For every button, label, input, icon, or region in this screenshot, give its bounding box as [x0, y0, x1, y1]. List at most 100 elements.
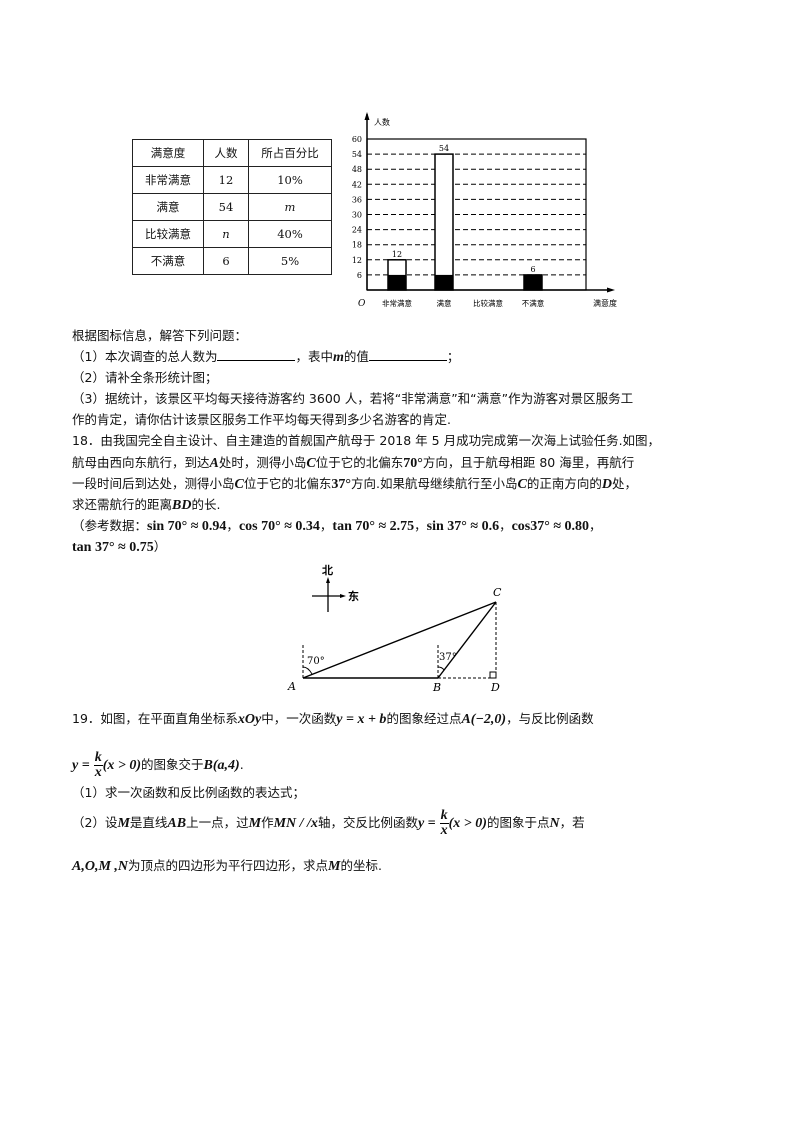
q18-line3: 一段时间后到达处，测得小岛C位于它的北偏东37°方向.如果航母继续航行至小岛C的… — [72, 475, 637, 494]
angle-arc-A — [302, 666, 313, 675]
x-tick-label: 满意 — [437, 298, 452, 308]
math: M — [117, 816, 130, 831]
math: y = x + b — [336, 712, 387, 727]
ref-value: tan 37° ≈ 0.75 — [72, 540, 154, 555]
table-header-row: 满意度 人数 所占百分比 — [132, 139, 332, 167]
table-row: 比较满意 n 40% — [132, 220, 332, 248]
text: ） — [153, 539, 167, 554]
text: 位于它的北偏东 — [315, 455, 404, 470]
math: A(−2,0) — [461, 712, 507, 727]
y-tick-label: 42 — [352, 180, 362, 189]
y-tick-label: 18 — [352, 241, 362, 250]
origin-label: O — [358, 299, 366, 309]
y-tick-label: 6 — [357, 271, 362, 280]
math-var: BD — [172, 498, 192, 513]
q19-line2: y = k x (x > 0)的图象交于B(a,4). — [72, 750, 244, 781]
text: ， — [319, 518, 333, 533]
math: y = — [72, 758, 90, 773]
table-cell: 6 — [203, 247, 249, 275]
y-tick-label: 30 — [352, 211, 362, 220]
q17-part1: （1）本次调查的总人数为 ，表中m的值 ； — [72, 348, 459, 367]
bar-fill — [524, 274, 542, 290]
text: 的值 — [343, 349, 369, 364]
segment-BC — [437, 601, 497, 679]
point-B-label: B — [432, 681, 441, 694]
ref-value: cos37° ≈ 0.80 — [511, 519, 590, 534]
east-label: 东 — [348, 589, 359, 603]
text: ， — [499, 518, 512, 533]
math: B(a,4) — [203, 758, 240, 773]
y-tick-label: 24 — [352, 226, 362, 235]
data-label: 12 — [392, 250, 402, 259]
angle-B-label: 37° — [439, 652, 457, 663]
text: 航母由西向东航行，到达 — [72, 455, 210, 470]
text: 处， — [611, 476, 637, 491]
text: ，若 — [559, 815, 585, 830]
point-C-label: C — [493, 586, 502, 599]
table-cell: m — [248, 193, 332, 221]
answer-blank[interactable] — [217, 348, 296, 361]
angle-A-label: 70° — [307, 656, 325, 667]
answer-blank[interactable] — [368, 348, 447, 361]
math-var: A — [209, 456, 219, 471]
text: 求还需航行的距离 — [72, 497, 173, 512]
y-axis-arrow — [364, 112, 370, 120]
table-row: 不满意 6 5% — [132, 247, 332, 275]
q19-part2: （2）设M是直线AB上一点，过M作MN / /x轴，交反比例函数y = k x (x… — [72, 808, 585, 839]
text: 为顶点的四边形为平行四边形，求点 — [128, 858, 329, 873]
ref-value: sin 37° ≈ 0.6 — [426, 519, 500, 534]
text: 处时，测得小岛 — [218, 455, 307, 470]
text: ； — [446, 349, 460, 364]
text: 的图象经过点 — [386, 711, 462, 726]
point-D-label: D — [490, 681, 500, 694]
angle-arc-B — [437, 666, 445, 671]
numerator: k — [93, 750, 103, 766]
segment-AC — [302, 601, 497, 679]
q17-part3-line1: （3）据统计，该景区平均每天接待游客约 3600 人，若将“非常满意”和“满意”… — [72, 391, 634, 406]
math: xOy — [237, 712, 262, 727]
north-arrow-icon — [326, 577, 330, 583]
text: . — [239, 757, 244, 772]
math-var: m — [332, 350, 344, 365]
table-row: 满意 54 m — [132, 193, 332, 221]
table-cell: 5% — [248, 247, 332, 275]
q19-part1: （1）求一次函数和反比例函数的表达式； — [72, 785, 305, 800]
north-label: 北 — [322, 563, 333, 577]
y-tick-label: 36 — [352, 195, 362, 204]
text: 是直线 — [129, 815, 168, 830]
text: 一段时间后到达处，测得小岛 — [72, 476, 235, 491]
text: 位于它的北偏东 — [243, 476, 332, 491]
math-var: D — [601, 477, 612, 492]
q18-line2: 航母由西向东航行，到达A处时，测得小岛C位于它的北偏东70°方向，且于航母相距 … — [72, 454, 634, 473]
text: （1）本次调查的总人数为 — [72, 349, 218, 364]
q19-part2-cont: A,O,M ,N为顶点的四边形为平行四边形，求点M的坐标. — [72, 857, 382, 876]
y-tick-label: 48 — [352, 165, 362, 174]
math: N — [549, 816, 560, 831]
math: AB — [167, 816, 187, 831]
east-arrow-icon — [340, 594, 346, 598]
table-cell: 比较满意 — [132, 220, 204, 248]
text: 上一点，过 — [186, 815, 249, 830]
text: ，与反比例函数 — [506, 711, 594, 726]
right-angle-mark — [489, 671, 497, 679]
denominator: x — [440, 823, 448, 838]
bar-fill — [388, 274, 406, 290]
math-var: C — [517, 477, 527, 492]
data-label: 54 — [439, 144, 449, 153]
bar-fill — [435, 274, 453, 290]
y-tick-label: 60 — [352, 135, 362, 144]
x-axis-label: 满意度 — [593, 298, 617, 308]
text: 方向.如果航母继续航行至小岛 — [350, 476, 518, 491]
table-cell: 非常满意 — [132, 166, 204, 194]
satisfaction-table: 满意度 人数 所占百分比 非常满意 12 10% 满意 54 m 比较满意 n 40% 不满… — [132, 139, 332, 275]
math-angle: 70° — [403, 456, 423, 471]
text: 的长. — [191, 497, 221, 512]
math: MN / /x — [273, 816, 318, 831]
q18-line4: 求还需航行的距离BD的长. — [72, 496, 220, 515]
math-angle: 37° — [331, 477, 351, 492]
text: （参考数据： — [72, 518, 148, 533]
ref-value: sin 70° ≈ 0.94 — [147, 519, 227, 534]
math: M — [328, 859, 341, 874]
